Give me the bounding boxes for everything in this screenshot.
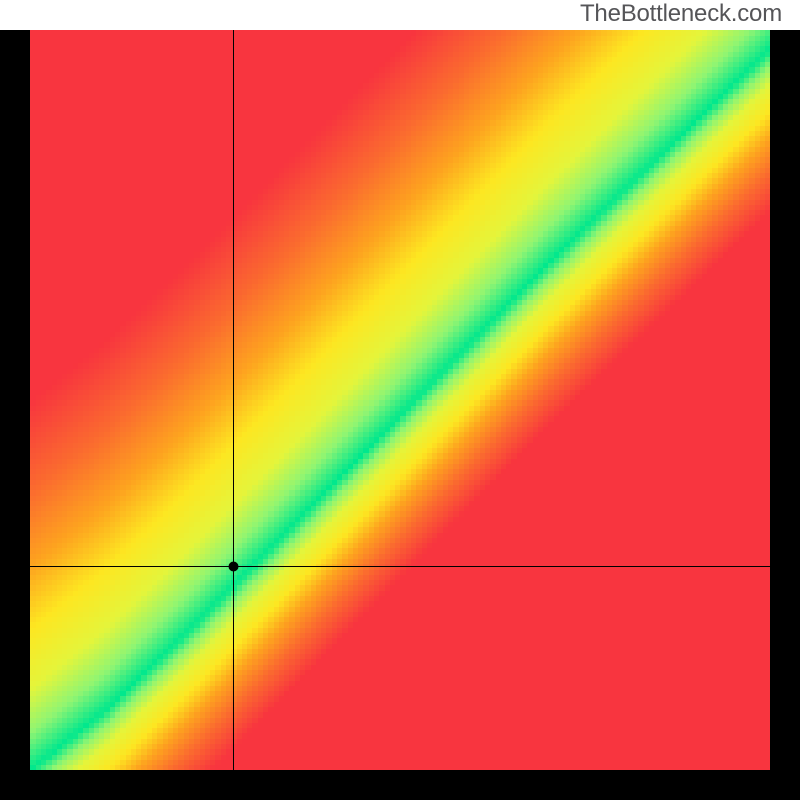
watermark-text: TheBottleneck.com (580, 0, 782, 28)
figure-container: TheBottleneck.com (0, 0, 800, 800)
bottleneck-heatmap (30, 30, 770, 770)
plot-frame (0, 30, 800, 800)
